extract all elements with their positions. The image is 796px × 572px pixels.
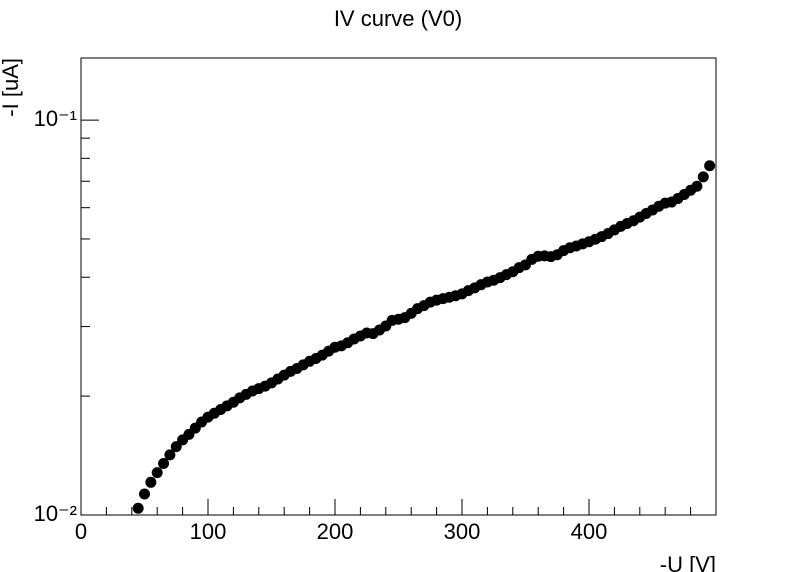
y-tick-label: 10⁻¹ — [34, 106, 77, 131]
data-point — [697, 171, 709, 183]
x-axis-label: -U [V] — [660, 552, 716, 572]
x-tick-label: 200 — [317, 519, 354, 544]
data-point — [704, 160, 716, 172]
plot-frame — [80, 57, 717, 516]
data-point — [145, 476, 157, 488]
y-axis-label: -I [uA] — [0, 58, 23, 117]
y-tick-label: 10⁻² — [34, 501, 77, 526]
x-tick-label: 400 — [571, 519, 608, 544]
x-tick-label: 0 — [75, 519, 87, 544]
data-point — [139, 488, 150, 500]
data-point — [158, 458, 170, 470]
chart-title: IV curve (V0) — [334, 6, 462, 31]
x-tick-label: 100 — [190, 519, 227, 544]
data-point — [132, 502, 144, 514]
data-point — [151, 467, 163, 479]
data-point — [691, 180, 703, 192]
x-tick-label: 300 — [444, 519, 481, 544]
data-point — [164, 449, 176, 461]
